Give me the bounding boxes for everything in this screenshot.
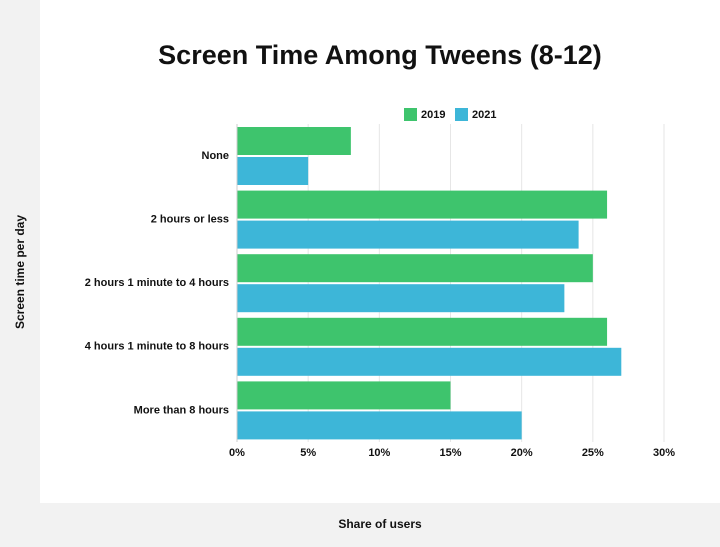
y-axis-label: Screen time per day [13, 215, 27, 329]
x-axis-label: Share of users [338, 517, 422, 531]
x-tick-label: 0% [229, 447, 245, 459]
legend-label: 2021 [472, 109, 496, 121]
bar [237, 190, 608, 219]
x-axis-strip [0, 503, 720, 547]
bar [237, 411, 522, 440]
y-tick-label: None [202, 150, 230, 162]
legend-swatch [404, 108, 417, 121]
chart-title: Screen Time Among Tweens (8-12) [158, 40, 602, 70]
x-tick-label: 30% [653, 447, 675, 459]
y-axis-strip [0, 0, 40, 547]
bar [237, 254, 593, 283]
x-tick-label: 10% [368, 447, 390, 459]
bar [237, 347, 622, 376]
y-tick-label: 2 hours 1 minute to 4 hours [85, 277, 229, 289]
bar [237, 284, 565, 313]
bar [237, 220, 579, 249]
y-tick-label: More than 8 hours [134, 404, 229, 416]
y-tick-label: 2 hours or less [151, 214, 229, 226]
x-tick-label: 5% [300, 447, 316, 459]
x-tick-label: 15% [439, 447, 461, 459]
y-tick-label: 4 hours 1 minute to 8 hours [85, 341, 229, 353]
bar [237, 127, 351, 155]
legend-label: 2019 [421, 109, 445, 121]
legend-swatch [455, 108, 468, 121]
bar [237, 317, 608, 346]
x-tick-label: 20% [511, 447, 533, 459]
x-tick-label: 25% [582, 447, 604, 459]
bar [237, 157, 309, 185]
bar [237, 381, 451, 410]
